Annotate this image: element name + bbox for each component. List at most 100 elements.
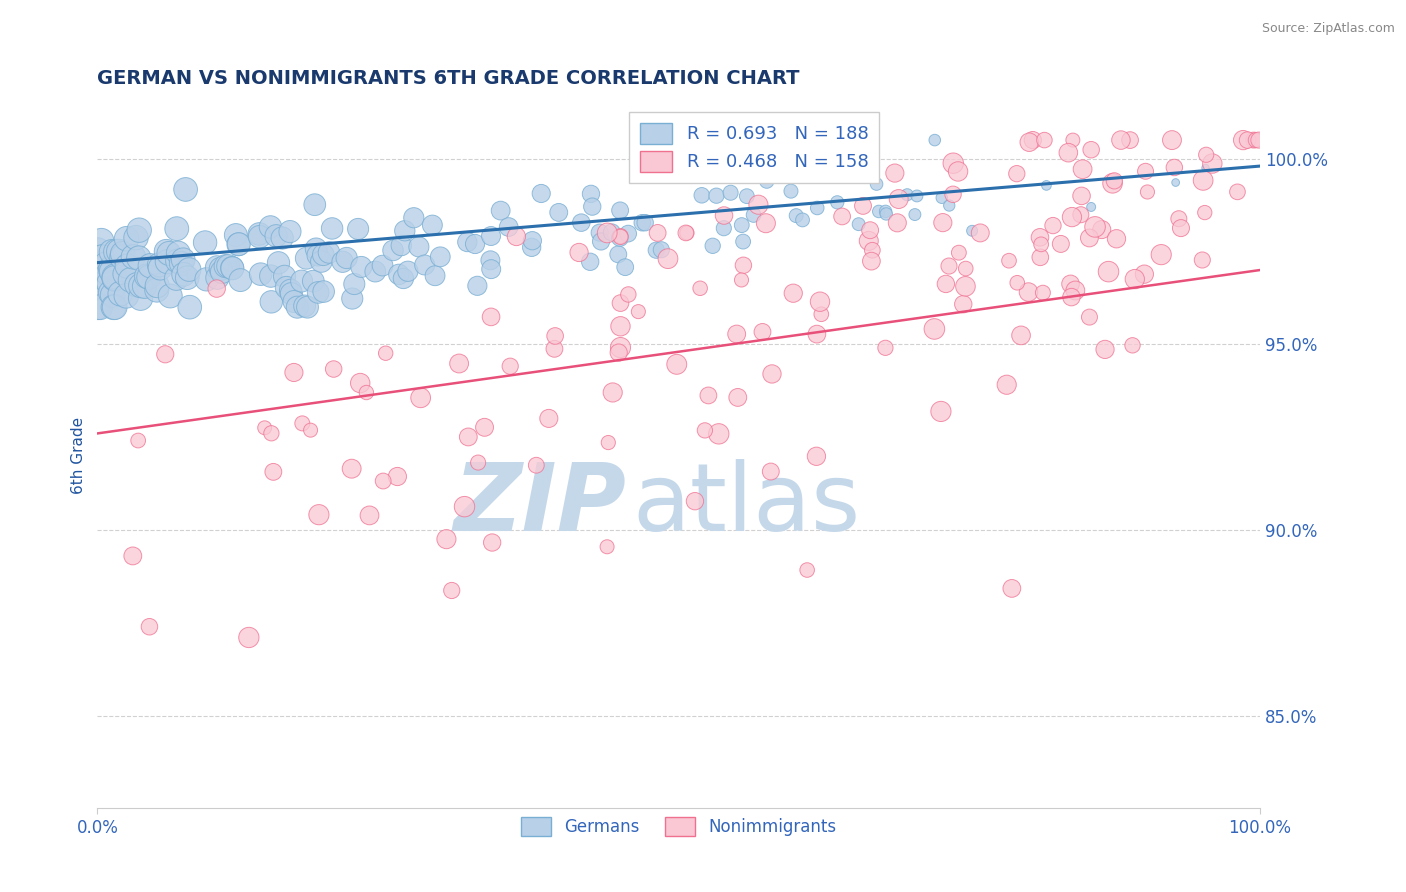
Point: [720, 186, 742, 200]
Point: [731, 218, 754, 232]
Point: [609, 203, 631, 218]
Point: [262, 465, 284, 479]
Point: [89, 256, 111, 270]
Point: [479, 310, 502, 324]
Point: [581, 200, 603, 214]
Point: [1018, 135, 1040, 149]
Point: [90, 234, 112, 248]
Point: [195, 272, 218, 286]
Point: [260, 269, 283, 284]
Point: [291, 417, 314, 431]
Point: [938, 198, 960, 212]
Point: [1001, 582, 1024, 596]
Point: [782, 286, 804, 301]
Point: [1091, 222, 1114, 236]
Point: [848, 217, 870, 231]
Point: [229, 273, 252, 287]
Point: [609, 341, 631, 355]
Point: [172, 252, 194, 267]
Point: [544, 329, 567, 343]
Point: [392, 271, 415, 285]
Point: [402, 211, 425, 225]
Point: [474, 420, 496, 434]
Point: [995, 377, 1018, 392]
Point: [1049, 236, 1071, 251]
Point: [883, 166, 905, 180]
Point: [689, 281, 711, 295]
Point: [1104, 174, 1126, 188]
Point: [135, 269, 157, 284]
Point: [115, 232, 138, 246]
Point: [952, 297, 974, 311]
Point: [267, 256, 290, 270]
Point: [291, 274, 314, 288]
Point: [1070, 208, 1092, 222]
Point: [693, 423, 716, 437]
Point: [129, 291, 152, 305]
Point: [336, 251, 359, 265]
Point: [342, 292, 364, 306]
Point: [440, 583, 463, 598]
Point: [276, 280, 298, 294]
Point: [228, 237, 250, 252]
Point: [589, 235, 612, 249]
Point: [713, 221, 735, 235]
Point: [249, 229, 271, 244]
Point: [260, 426, 283, 441]
Point: [875, 341, 897, 355]
Point: [228, 237, 250, 252]
Point: [205, 260, 228, 275]
Text: GERMAN VS NONIMMIGRANTS 6TH GRADE CORRELATION CHART: GERMAN VS NONIMMIGRANTS 6TH GRADE CORREL…: [97, 69, 800, 87]
Point: [1192, 173, 1215, 187]
Point: [1135, 164, 1157, 178]
Point: [174, 182, 197, 196]
Point: [1161, 133, 1184, 147]
Point: [929, 404, 952, 418]
Point: [260, 294, 283, 309]
Point: [389, 238, 412, 252]
Point: [1084, 219, 1107, 234]
Point: [100, 262, 122, 277]
Point: [108, 244, 131, 259]
Point: [259, 219, 281, 234]
Point: [179, 262, 201, 277]
Point: [273, 269, 295, 284]
Point: [683, 494, 706, 508]
Point: [579, 254, 602, 268]
Point: [1029, 250, 1052, 264]
Point: [579, 186, 602, 201]
Point: [349, 376, 371, 390]
Point: [159, 289, 181, 303]
Point: [609, 229, 631, 244]
Point: [422, 218, 444, 232]
Point: [1060, 210, 1083, 224]
Point: [1029, 237, 1052, 252]
Point: [91, 251, 114, 265]
Point: [91, 250, 114, 264]
Point: [134, 279, 156, 293]
Point: [283, 294, 305, 309]
Point: [589, 226, 612, 240]
Point: [568, 245, 591, 260]
Point: [167, 246, 190, 260]
Point: [166, 254, 188, 268]
Point: [489, 203, 512, 218]
Point: [467, 456, 489, 470]
Point: [396, 264, 419, 278]
Point: [609, 296, 631, 310]
Point: [852, 199, 875, 213]
Point: [122, 250, 145, 264]
Point: [792, 213, 814, 227]
Point: [97, 267, 120, 281]
Point: [479, 253, 502, 268]
Point: [249, 267, 271, 281]
Point: [479, 229, 502, 244]
Point: [321, 221, 343, 235]
Point: [796, 563, 818, 577]
Point: [1194, 205, 1216, 219]
Point: [602, 385, 624, 400]
Point: [371, 259, 394, 273]
Point: [904, 208, 927, 222]
Point: [1109, 133, 1132, 147]
Point: [176, 270, 198, 285]
